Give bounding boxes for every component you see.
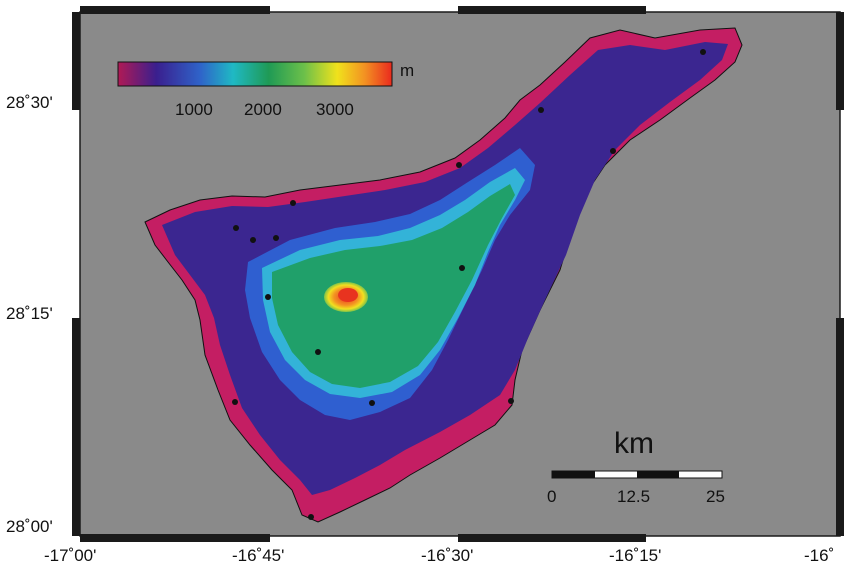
station-marker	[456, 162, 462, 168]
x-axis-label-5: -16˚	[804, 546, 835, 565]
island-tenerife	[144, 27, 743, 523]
station-marker	[233, 225, 239, 231]
station-marker	[538, 107, 544, 113]
station-marker	[459, 265, 465, 271]
teide-summit	[338, 288, 358, 302]
scale-bar-tick-0: 0	[547, 487, 557, 506]
scale-bar-title: km	[614, 427, 654, 460]
colorbar-tick-1000: 1000	[175, 100, 213, 119]
y-axis-label-middle: 28˚15'	[6, 304, 53, 323]
station-marker	[265, 294, 271, 300]
elevation-band-green	[272, 184, 515, 388]
scale-bar	[551, 470, 723, 479]
scale-bar-tick-25: 25	[706, 487, 725, 506]
station-marker	[273, 235, 279, 241]
station-marker	[308, 514, 314, 520]
y-axis-label-top: 28˚30'	[6, 93, 53, 112]
station-markers	[232, 49, 706, 520]
station-marker	[250, 237, 256, 243]
colorbar-tick-2000: 2000	[244, 100, 282, 119]
x-axis-label-1: -17˚00'	[44, 546, 97, 565]
x-axis-label-3: -16˚30'	[421, 546, 474, 565]
colorbar	[117, 61, 393, 87]
map-frame	[72, 6, 844, 542]
station-marker	[369, 400, 375, 406]
colorbar-unit: m	[400, 61, 415, 80]
y-axis-label-bottom: 28˚00'	[6, 517, 53, 536]
x-axis-label-4: -16˚15'	[609, 546, 662, 565]
station-marker	[232, 399, 238, 405]
station-marker	[610, 148, 616, 154]
scale-bar-tick-12-5: 12.5	[617, 487, 651, 506]
station-marker	[700, 49, 706, 55]
station-marker	[315, 349, 321, 355]
colorbar-tick-3000: 3000	[316, 100, 354, 119]
station-marker	[508, 398, 514, 404]
station-marker	[290, 200, 296, 206]
x-axis-label-2: -16˚45'	[232, 546, 285, 565]
